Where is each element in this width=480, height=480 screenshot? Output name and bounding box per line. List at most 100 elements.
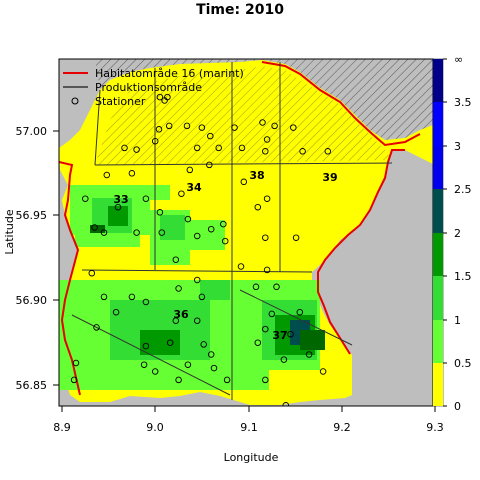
station-marker (296, 308, 304, 316)
area-label-36: 36 (173, 308, 189, 321)
station-marker (165, 122, 173, 130)
station-marker (220, 220, 227, 228)
station-marker (299, 148, 306, 155)
station-marker (198, 293, 206, 301)
area-label-33: 33 (113, 193, 128, 206)
area-label-34: 34 (186, 181, 202, 194)
station-marker (112, 308, 120, 316)
station-marker (237, 263, 245, 270)
colorbar-tick: 1.5 (454, 270, 472, 283)
station-marker (210, 364, 218, 372)
station-marker (262, 148, 269, 155)
station-marker (263, 136, 271, 143)
colorbar-tick: 1 (454, 314, 461, 327)
station-marker (271, 122, 278, 130)
heat-cell (200, 280, 230, 300)
legend: Habitatområde 16 (marint) Produktionsomr… (63, 67, 244, 108)
y-tick-label: 56.85 (16, 379, 48, 392)
station-marker (133, 146, 140, 153)
station-marker (273, 283, 280, 291)
station-marker (252, 283, 260, 291)
station-marker (184, 361, 192, 368)
station-marker (259, 119, 266, 126)
station-marker (324, 148, 332, 155)
station-marker (268, 310, 276, 318)
station-marker (207, 225, 215, 233)
heat-cell (90, 225, 105, 233)
station-marker (223, 376, 231, 384)
heat-cell (75, 235, 140, 247)
heat-cell (300, 330, 325, 350)
area-labels: 33 34 38 39 36 37 (113, 169, 337, 342)
yellow-hatched-zone (95, 66, 392, 165)
y-axis: 56.85 56.90 56.95 57.00 Latitude (3, 125, 59, 392)
x-tick-label: 9.2 (333, 421, 351, 434)
x-tick-label: 8.9 (53, 421, 71, 434)
station-marker (93, 324, 100, 331)
station-marker (290, 124, 297, 131)
station-marker (178, 190, 185, 197)
station-marker (70, 376, 78, 384)
station-marker (161, 97, 168, 104)
station-markers (70, 93, 332, 406)
station-marker (262, 376, 269, 384)
colorbar-segment (433, 320, 443, 363)
x-axis-label: Longitude (224, 451, 279, 464)
station-marker (82, 195, 89, 202)
station-marker (263, 195, 271, 202)
habitat-border (59, 61, 421, 396)
station-marker (128, 293, 136, 301)
legend-habitat-label: Habitatområde 16 (marint) (95, 67, 244, 80)
station-marker (262, 325, 269, 333)
station-marker (305, 351, 313, 358)
station-marker (151, 368, 159, 375)
station-marker (183, 122, 191, 130)
colorbar-segment (433, 146, 443, 189)
colorbar-tick: 2.5 (454, 183, 472, 196)
colorbar-tick: 0.5 (454, 357, 472, 370)
station-marker (200, 341, 207, 348)
station-marker (142, 195, 150, 202)
colorbar-tick: 3.5 (454, 96, 472, 109)
station-marker (238, 144, 246, 152)
station-marker (240, 178, 248, 186)
station-marker (158, 229, 166, 236)
station-marker (221, 237, 229, 245)
station-marker (193, 276, 201, 284)
station-marker (128, 170, 136, 177)
y-axis-label: Latitude (3, 209, 16, 255)
colorbar-tick: 0 (454, 400, 461, 413)
station-marker (140, 361, 148, 368)
station-marker (172, 256, 180, 263)
station-marker (193, 144, 201, 152)
station-marker (193, 317, 201, 324)
legend-production-label: Produktionsområde (95, 81, 202, 94)
colorbar-tick: ∞ (454, 53, 463, 66)
area-label-37: 37 (272, 329, 287, 342)
station-marker (142, 298, 150, 306)
y-tick-label: 56.90 (16, 294, 48, 307)
station-marker (207, 351, 215, 358)
station-marker (193, 232, 201, 240)
y-tick-label: 56.95 (16, 209, 48, 222)
colorbar-segment (433, 363, 443, 406)
x-tick-label: 9.3 (426, 421, 444, 434)
station-marker (254, 339, 262, 346)
colorbar-segment (433, 59, 443, 102)
plot-title: Time: 2010 (196, 2, 284, 18)
x-tick-label: 9.1 (240, 421, 258, 434)
station-marker (292, 234, 300, 241)
station-marker (186, 166, 194, 174)
station-marker (231, 124, 238, 131)
colorbar: 0 0.5 1 1.5 2 2.5 3 3.5 ∞ (432, 53, 472, 413)
colorbar-tick: 3 (454, 140, 461, 153)
station-marker (206, 161, 213, 169)
area-label-39: 39 (322, 171, 337, 184)
station-marker (166, 339, 174, 346)
station-marker (319, 368, 327, 375)
station-marker (114, 203, 122, 211)
heat-cell (190, 220, 225, 250)
colorbar-segment (433, 189, 443, 233)
colorbar-segment (433, 102, 443, 146)
